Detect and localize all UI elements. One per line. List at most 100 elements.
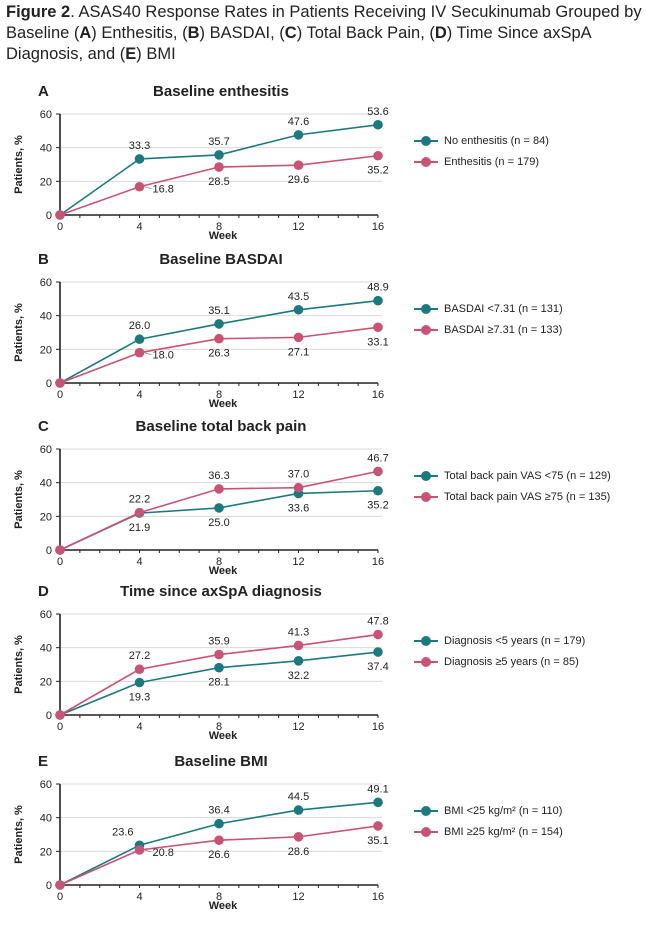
- data-point: [293, 482, 304, 493]
- y-tick-label: 20: [40, 846, 52, 858]
- x-tick-label: 8: [216, 721, 222, 733]
- data-point: [134, 347, 145, 358]
- data-label: 28.5: [208, 176, 229, 188]
- x-tick-label: 0: [57, 389, 63, 401]
- data-label: 28.6: [288, 846, 309, 858]
- legend-item: Enthesitis (n = 179): [414, 151, 549, 172]
- chart-title: Baseline enthesitis: [153, 83, 289, 100]
- y-tick-label: 20: [40, 176, 52, 188]
- data-point: [293, 160, 304, 170]
- data-label: 23.6: [112, 826, 133, 838]
- data-point: [373, 485, 383, 496]
- line-chart: B Baseline BASDAI 0 20 40 60 0 4 8 12 16 Week Patien…: [13, 251, 389, 410]
- data-point: [214, 818, 224, 829]
- legend-item: BMI ≥25 kg/m² (n = 154): [414, 821, 563, 842]
- x-tick-label: 4: [136, 556, 142, 568]
- data-point: [373, 150, 383, 161]
- legend-item: BASDAI <7.31 (n = 131): [414, 298, 563, 319]
- x-axis-label: Week: [209, 730, 238, 742]
- legend-marker-icon: [414, 805, 438, 816]
- legend-label: Total back pain VAS ≥75 (n = 135): [444, 490, 611, 503]
- y-axis-label: Patients, %: [13, 303, 25, 362]
- line-chart: C Baseline total back pain 0 20 40 60 0 4 8 12 16 W…: [13, 418, 389, 577]
- x-tick-label: 16: [372, 556, 384, 568]
- x-axis-label: Week: [209, 565, 238, 577]
- legend-marker-icon: [414, 470, 438, 481]
- chart-panel-b: B Baseline BASDAI 0 20 40 60 0 4 8 12 16 Week Patien…: [0, 246, 658, 416]
- chart-legend: No enthesitis (n = 84) Enthesitis (n = 17…: [414, 130, 549, 172]
- x-tick-label: 0: [57, 221, 63, 233]
- data-point: [293, 332, 304, 343]
- data-point: [55, 880, 65, 890]
- legend-marker-icon: [414, 491, 438, 502]
- caption-text: . ASAS40 Response Rates in Patients Rece…: [6, 3, 642, 63]
- x-tick-label: 16: [372, 891, 384, 903]
- figure-caption: Figure 2. ASAS40 Response Rates in Patie…: [6, 2, 654, 65]
- y-tick-label: 20: [40, 511, 52, 523]
- chart-title: Time since axSpA diagnosis: [120, 583, 322, 600]
- data-label: 48.9: [367, 282, 388, 294]
- leader-line: [144, 352, 152, 356]
- data-point: [373, 629, 383, 640]
- x-tick-label: 16: [372, 721, 384, 733]
- chart-panel-e: E Baseline BMI 0 20 40 60 0 4 8 12 16 Week Patients,…: [0, 748, 658, 918]
- caption-segment: ) Total Back Pain, (: [296, 24, 435, 42]
- figure-label: Figure 2: [6, 3, 71, 21]
- data-point: [293, 805, 304, 815]
- data-point: [214, 150, 224, 160]
- data-point: [134, 507, 145, 518]
- data-label: 36.4: [208, 805, 229, 817]
- data-label: 35.9: [208, 636, 229, 648]
- data-point: [293, 832, 304, 842]
- data-point: [214, 662, 224, 673]
- caption-panel-letter: E: [125, 45, 137, 63]
- panel-letter: E: [38, 753, 48, 770]
- x-axis-label: Week: [209, 398, 238, 410]
- data-label: 44.5: [288, 791, 309, 803]
- data-label: 26.6: [208, 849, 229, 861]
- legend-item: BMI <25 kg/m² (n = 110): [414, 800, 563, 821]
- chart-panel-a: A Baseline enthesitis 0 20 40 60 0 4 8 12 16 Week Pa…: [0, 78, 658, 248]
- x-tick-label: 12: [292, 389, 304, 401]
- y-tick-label: 0: [46, 378, 52, 390]
- data-label: 43.5: [288, 291, 309, 303]
- data-label: 35.2: [367, 500, 388, 512]
- data-point: [373, 322, 383, 333]
- line-chart: A Baseline enthesitis 0 20 40 60 0 4 8 12 16 Week Pa…: [13, 83, 389, 242]
- data-label: 53.6: [367, 106, 388, 118]
- legend-label: BMI <25 kg/m² (n = 110): [444, 804, 563, 817]
- chart-title: Baseline total back pain: [136, 418, 307, 435]
- legend-item: Diagnosis ≥5 years (n = 85): [414, 651, 585, 672]
- data-label: 25.0: [208, 517, 229, 529]
- y-tick-label: 20: [40, 344, 52, 356]
- legend-item: No enthesitis (n = 84): [414, 130, 549, 151]
- data-point: [134, 334, 145, 345]
- data-label: 47.8: [367, 616, 388, 628]
- data-label: 18.0: [153, 350, 174, 362]
- chart-panel-c: C Baseline total back pain 0 20 40 60 0 4 8 12 16 W…: [0, 413, 658, 583]
- data-label: 26.3: [208, 348, 229, 360]
- data-label: 22.2: [129, 494, 150, 506]
- x-tick-label: 12: [292, 891, 304, 903]
- data-label: 27.1: [288, 346, 309, 358]
- line-chart: D Time since axSpA diagnosis 0 20 40 60 0 4 8 12 1…: [13, 583, 389, 742]
- data-label: 46.7: [367, 452, 388, 464]
- x-tick-label: 8: [216, 891, 222, 903]
- x-tick-label: 12: [292, 721, 304, 733]
- chart-title: Baseline BMI: [174, 753, 267, 770]
- data-label: 21.9: [129, 522, 150, 534]
- y-tick-label: 60: [40, 277, 52, 289]
- data-point: [55, 378, 65, 388]
- data-point: [214, 162, 224, 172]
- caption-panel-letter: C: [284, 24, 297, 42]
- leader-line: [144, 849, 152, 853]
- x-tick-label: 4: [136, 389, 142, 401]
- legend-marker-icon: [414, 826, 438, 837]
- caption-segment: ) Enthesitis, (: [91, 24, 188, 42]
- x-tick-label: 8: [216, 221, 222, 233]
- data-point: [134, 677, 145, 688]
- data-point: [373, 647, 383, 657]
- line-chart: E Baseline BMI 0 20 40 60 0 4 8 12 16 Week Patients,…: [13, 753, 389, 912]
- data-label: 36.3: [208, 470, 229, 482]
- x-axis-label: Week: [209, 230, 238, 242]
